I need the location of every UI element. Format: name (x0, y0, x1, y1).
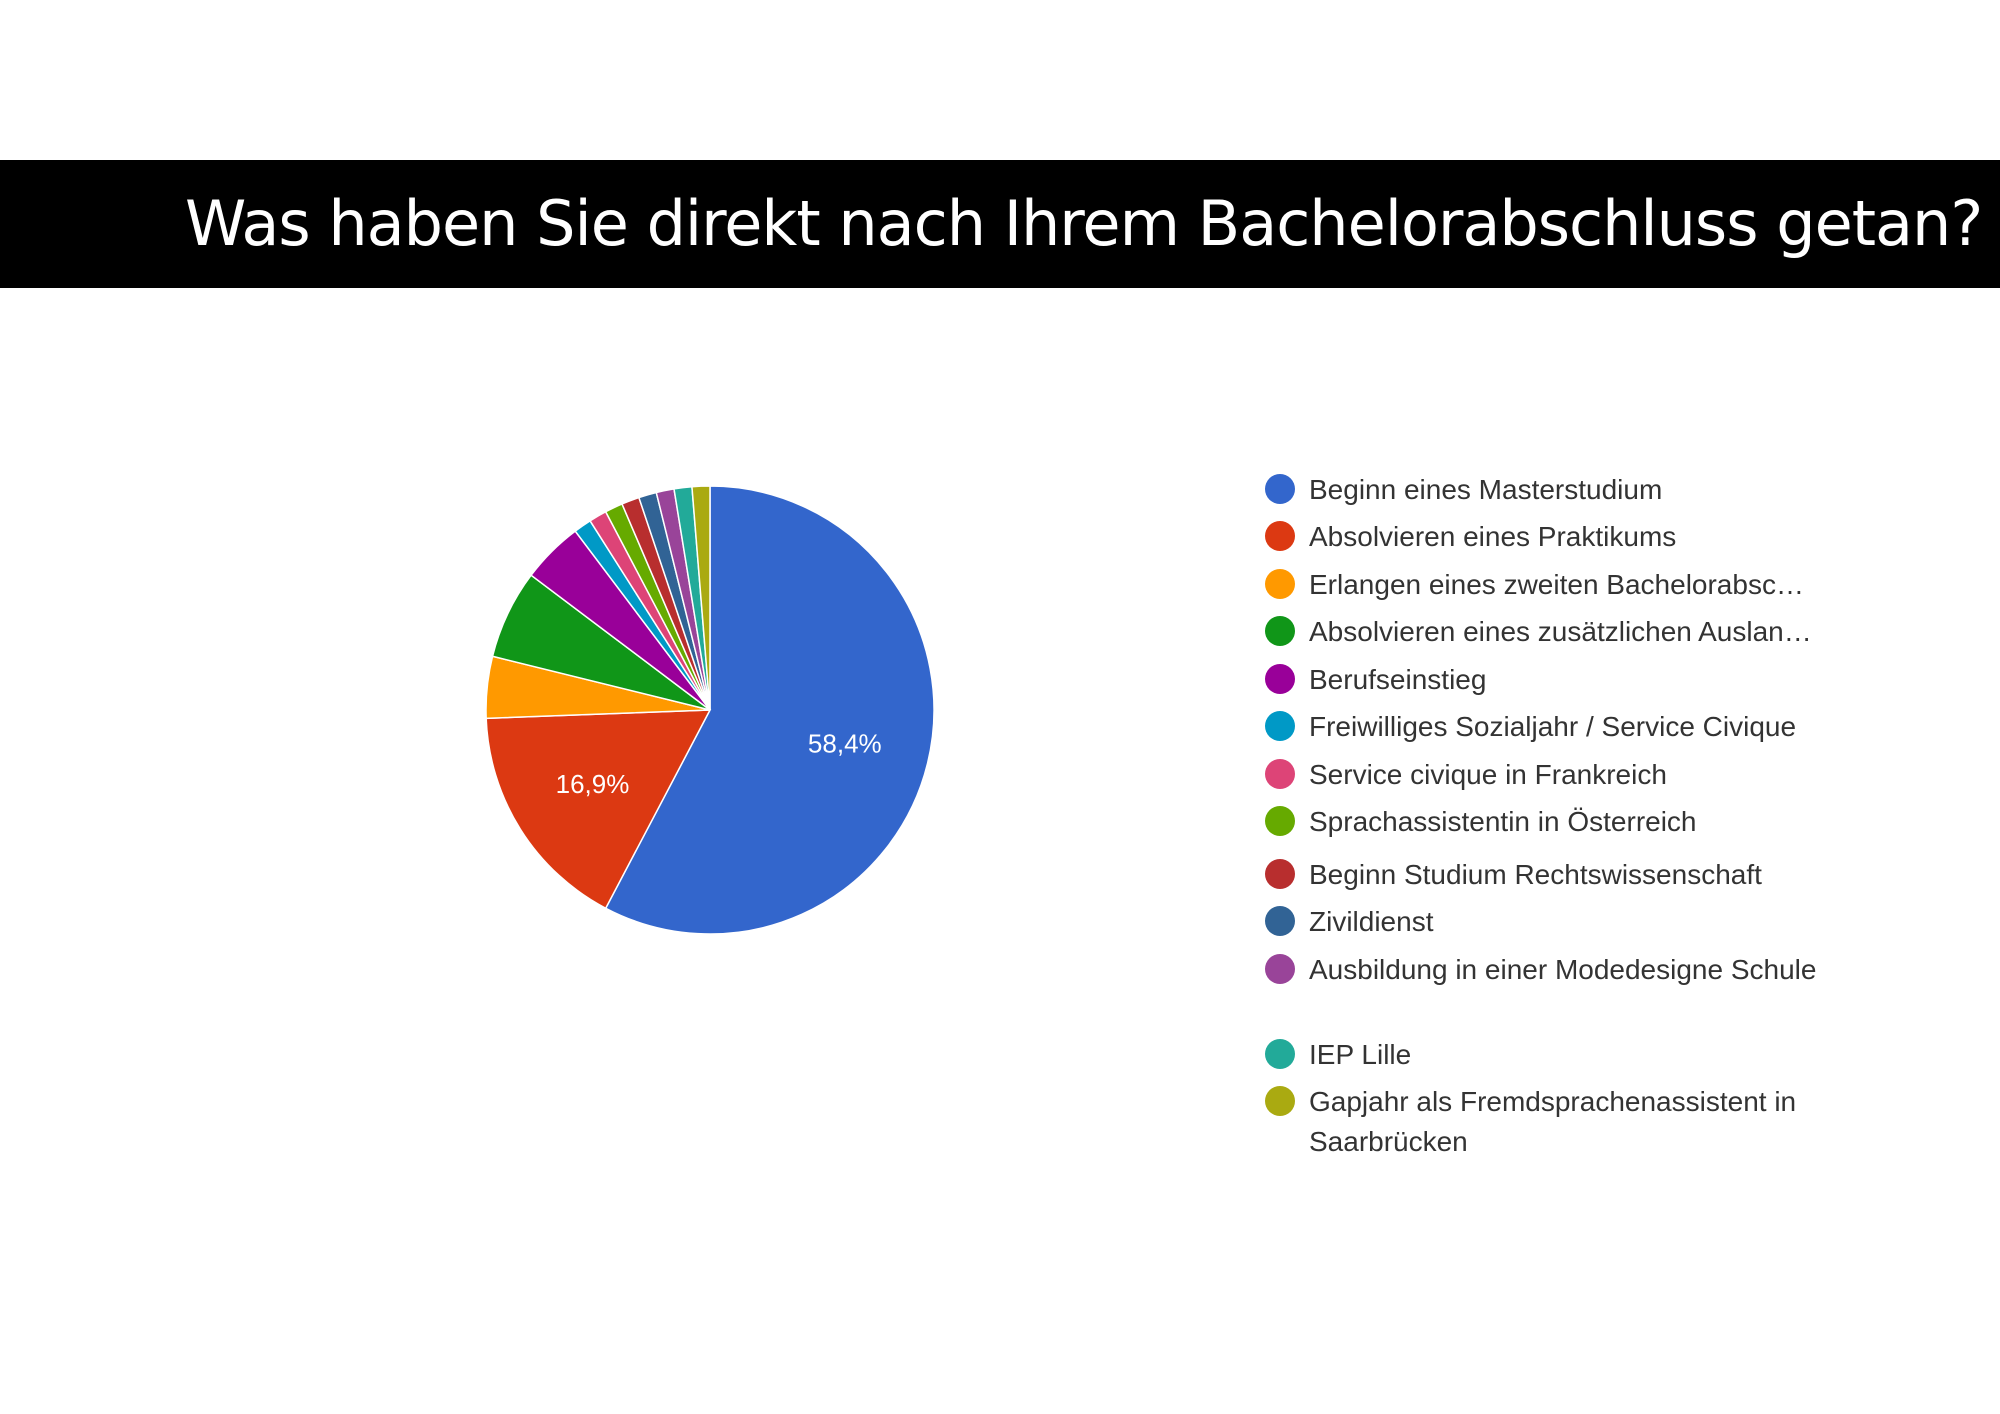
pie-slice-label-1: 16,9% (556, 769, 630, 799)
legend-label: Beginn eines Masterstudium (1309, 474, 1663, 505)
legend-item: Beginn Studium Rechtswissenschaft (1265, 855, 1905, 895)
legend-item: Ausbildung in einer Modedesigne Schule (1265, 950, 1905, 990)
pie-slice-12 (691, 485, 711, 711)
legend-label: IEP Lille (1309, 1039, 1412, 1070)
legend-item: Zivildienst (1265, 902, 1905, 942)
legend-item: Freiwilliges Sozialjahr / Service Civiqu… (1265, 707, 1905, 747)
legend-label: Berufseinstieg (1309, 664, 1487, 695)
legend-item: Erlangen eines zweiten Bachelorabsc… (1265, 565, 1905, 605)
legend-item: Gapjahr als Fremdsprachenassistent in Sa… (1265, 1082, 1905, 1162)
legend-item: Service civique in Frankreich (1265, 755, 1905, 795)
legend-swatch (1265, 664, 1295, 694)
legend-label: Absolvieren eines zusätzlichen Auslan… (1309, 616, 1812, 647)
legend-label: Sprachassistentin in Österreich (1309, 806, 1697, 837)
legend-swatch (1265, 859, 1295, 889)
legend-swatch (1265, 954, 1295, 984)
pie-slice-0 (604, 485, 935, 935)
legend-swatch (1265, 906, 1295, 936)
legend-label: Beginn Studium Rechtswissenschaft (1309, 859, 1762, 890)
legend-label: Erlangen eines zweiten Bachelorabsc… (1309, 569, 1804, 600)
legend-label: Ausbildung in einer Modedesigne Schule (1309, 954, 1817, 985)
legend-label: Service civique in Frankreich (1309, 759, 1667, 790)
legend-swatch (1265, 1086, 1295, 1116)
legend-swatch (1265, 569, 1295, 599)
pie-chart: 58,4% 16,9% (485, 485, 935, 935)
legend-label: Absolvieren eines Praktikums (1309, 521, 1677, 552)
legend-item: Absolvieren eines Praktikums (1265, 517, 1905, 557)
pie-slice-1 (485, 709, 712, 910)
pie-slice-label-0: 58,4% (808, 728, 882, 758)
legend-swatch (1265, 759, 1295, 789)
legend-item: Absolvieren eines zusätzlichen Auslan… (1265, 612, 1905, 652)
legend-label: Gapjahr als Fremdsprachenassistent in Sa… (1309, 1086, 1797, 1157)
legend-label: Freiwilliges Sozialjahr / Service Civiqu… (1309, 711, 1797, 742)
legend-swatch (1265, 711, 1295, 741)
legend-swatch (1265, 616, 1295, 646)
legend-swatch (1265, 521, 1295, 551)
legend-item: Beginn eines Masterstudium (1265, 470, 1905, 510)
legend-swatch (1265, 806, 1295, 836)
legend-item: IEP Lille (1265, 1035, 1905, 1075)
legend-item: Sprachassistentin in Österreich (1265, 802, 1905, 842)
legend-item: Berufseinstieg (1265, 660, 1905, 700)
legend-swatch (1265, 474, 1295, 504)
chart-title: Was haben Sie direkt nach Ihrem Bachelor… (185, 187, 1983, 260)
title-bar: Was haben Sie direkt nach Ihrem Bachelor… (0, 160, 2000, 288)
legend-label: Zivildienst (1309, 906, 1434, 937)
legend-swatch (1265, 1039, 1295, 1069)
